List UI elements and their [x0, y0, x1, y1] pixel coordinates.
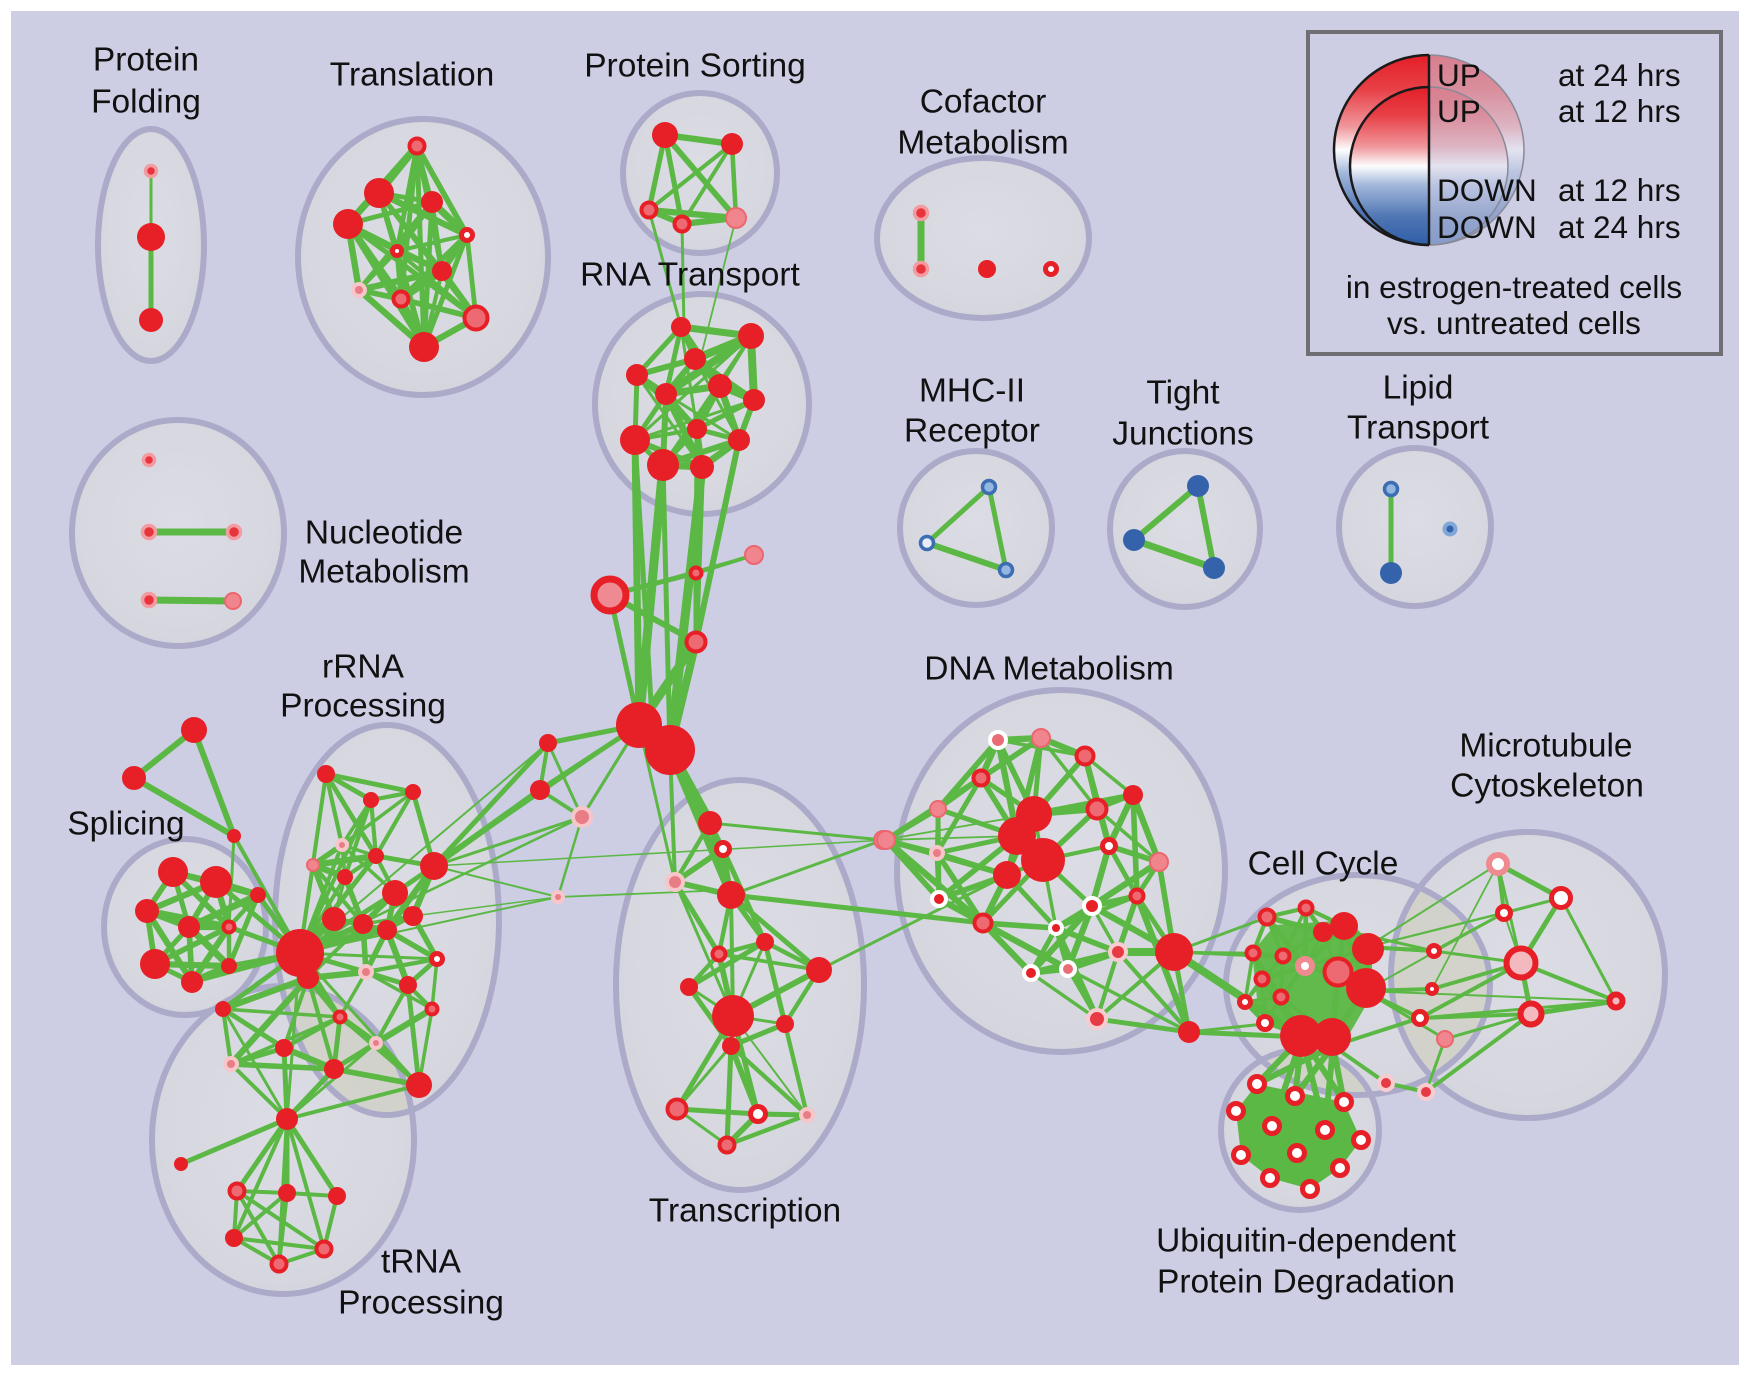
- svg-text:Processing: Processing: [280, 688, 446, 725]
- svg-text:Transcription: Transcription: [649, 1193, 841, 1230]
- svg-text:Cell Cycle: Cell Cycle: [1248, 846, 1399, 883]
- svg-text:at 12 hrs: at 12 hrs: [1558, 93, 1681, 129]
- svg-text:tRNA: tRNA: [381, 1244, 462, 1281]
- svg-text:Nucleotide: Nucleotide: [305, 515, 463, 552]
- svg-text:Splicing: Splicing: [67, 806, 184, 843]
- svg-text:UP: UP: [1437, 57, 1481, 93]
- svg-text:Transport: Transport: [1347, 410, 1490, 447]
- svg-text:Metabolism: Metabolism: [897, 125, 1068, 162]
- svg-text:Protein Sorting: Protein Sorting: [584, 48, 806, 85]
- svg-text:RNA Transport: RNA Transport: [580, 257, 800, 294]
- svg-text:Junctions: Junctions: [1112, 416, 1254, 453]
- svg-text:at 24 hrs: at 24 hrs: [1558, 57, 1681, 93]
- svg-text:DOWN: DOWN: [1437, 172, 1537, 208]
- svg-text:Ubiquitin-dependent: Ubiquitin-dependent: [1156, 1223, 1457, 1260]
- svg-text:at 24 hrs: at 24 hrs: [1558, 209, 1681, 245]
- svg-text:Receptor: Receptor: [904, 413, 1040, 450]
- svg-text:Metabolism: Metabolism: [298, 554, 469, 591]
- svg-text:rRNA: rRNA: [322, 649, 405, 686]
- svg-text:Protein Degradation: Protein Degradation: [1157, 1264, 1455, 1301]
- svg-text:Folding: Folding: [91, 84, 201, 121]
- svg-text:Cofactor: Cofactor: [920, 84, 1047, 121]
- svg-text:MHC-II: MHC-II: [919, 373, 1025, 410]
- svg-text:Microtubule: Microtubule: [1459, 728, 1632, 765]
- svg-text:at 12 hrs: at 12 hrs: [1558, 172, 1681, 208]
- svg-text:Processing: Processing: [338, 1285, 504, 1322]
- svg-text:Cytoskeleton: Cytoskeleton: [1450, 768, 1644, 805]
- svg-text:Protein: Protein: [93, 42, 199, 79]
- svg-text:Translation: Translation: [330, 57, 494, 94]
- svg-text:UP: UP: [1437, 93, 1481, 129]
- svg-text:DOWN: DOWN: [1437, 209, 1537, 245]
- svg-text:vs. untreated cells: vs. untreated cells: [1387, 305, 1641, 341]
- svg-text:in estrogen-treated cells: in estrogen-treated cells: [1346, 269, 1682, 305]
- svg-text:Tight: Tight: [1146, 375, 1220, 412]
- svg-text:DNA Metabolism: DNA Metabolism: [924, 651, 1173, 688]
- svg-text:Lipid: Lipid: [1383, 370, 1454, 407]
